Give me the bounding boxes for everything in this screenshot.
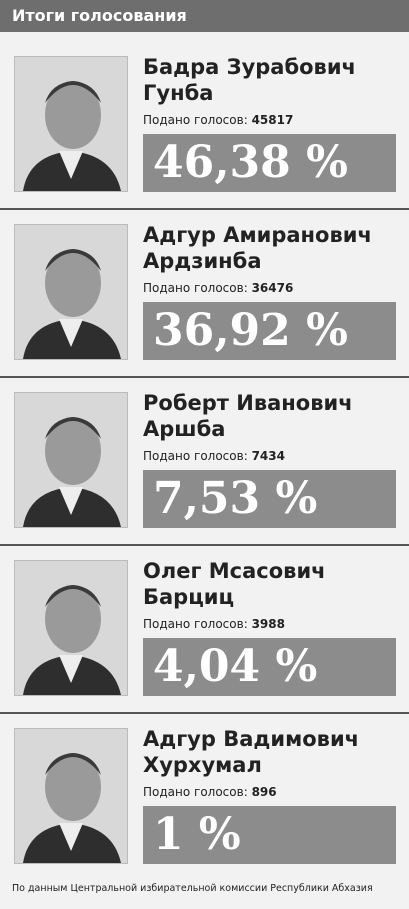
portrait [23,249,121,359]
candidate: Роберт Иванович Аршба Подано голосов: 7434… [0,376,409,544]
percent-box: 46,38 % [143,134,396,192]
candidate-name: Адгур Амиранович Ардзинба [143,222,372,274]
percent: 36,92 % [153,305,348,356]
votes-count: 7434 [251,449,285,463]
photo [14,56,128,192]
votes: Подано голосов: 45817 [143,113,293,127]
votes-label: Подано голосов: [143,449,248,463]
portrait [23,753,121,863]
votes-label: Подано голосов: [143,785,248,799]
votes-count: 896 [251,785,277,799]
candidate-name: Олег Мсасович Барциц [143,558,326,610]
portrait [23,585,121,695]
votes: Подано голосов: 36476 [143,281,293,295]
name-line: Хурхумал [143,753,262,777]
candidate-name: Бадра Зурабович Гунба [143,54,356,106]
candidate-name: Роберт Иванович Аршба [143,390,353,442]
portrait [23,81,121,191]
percent: 4,04 % [153,641,318,692]
votes-count: 36476 [251,281,294,295]
percent-box: 36,92 % [143,302,396,360]
name-line: Бадра Зурабович [143,55,356,79]
photo [14,728,128,864]
portrait [23,417,121,527]
percent-box: 1 % [143,806,396,864]
candidate: Адгур Амиранович Ардзинба Подано голосов: … [0,208,409,376]
name-line: Олег Мсасович [143,559,326,583]
votes: Подано голосов: 3988 [143,617,285,631]
photo [14,560,128,696]
name-line: Гунба [143,81,214,105]
votes: Подано голосов: 7434 [143,449,285,463]
votes-count: 45817 [251,113,294,127]
name-line: Аршба [143,417,226,441]
footer-source: По данным Центральной избирательной коми… [12,883,373,894]
name-line: Ардзинба [143,249,262,273]
votes-label: Подано голосов: [143,281,248,295]
separator [0,208,409,210]
candidate: Адгур Вадимович Хурхумал Подано голосов: 8… [0,712,409,880]
header-bar: Итоги голосования [0,0,409,32]
name-line: Барциц [143,585,235,609]
votes-count: 3988 [251,617,285,631]
separator [0,376,409,378]
percent-box: 4,04 % [143,638,396,696]
percent: 7,53 % [153,473,318,524]
separator [0,544,409,546]
separator [0,712,409,714]
photo [14,392,128,528]
name-line: Роберт Иванович [143,391,353,415]
photo [14,224,128,360]
votes: Подано голосов: 896 [143,785,277,799]
header-title: Итоги голосования [12,6,187,25]
percent: 1 % [153,809,241,860]
name-line: Адгур Амиранович [143,223,372,247]
candidate: Бадра Зурабович Гунба Подано голосов: 4581… [0,40,409,208]
name-line: Адгур Вадимович [143,727,360,751]
candidate: Олег Мсасович Барциц Подано голосов: 3988 4… [0,544,409,712]
percent-box: 7,53 % [143,470,396,528]
candidate-name: Адгур Вадимович Хурхумал [143,726,359,778]
percent: 46,38 % [153,137,348,188]
votes-label: Подано голосов: [143,113,248,127]
votes-label: Подано голосов: [143,617,248,631]
